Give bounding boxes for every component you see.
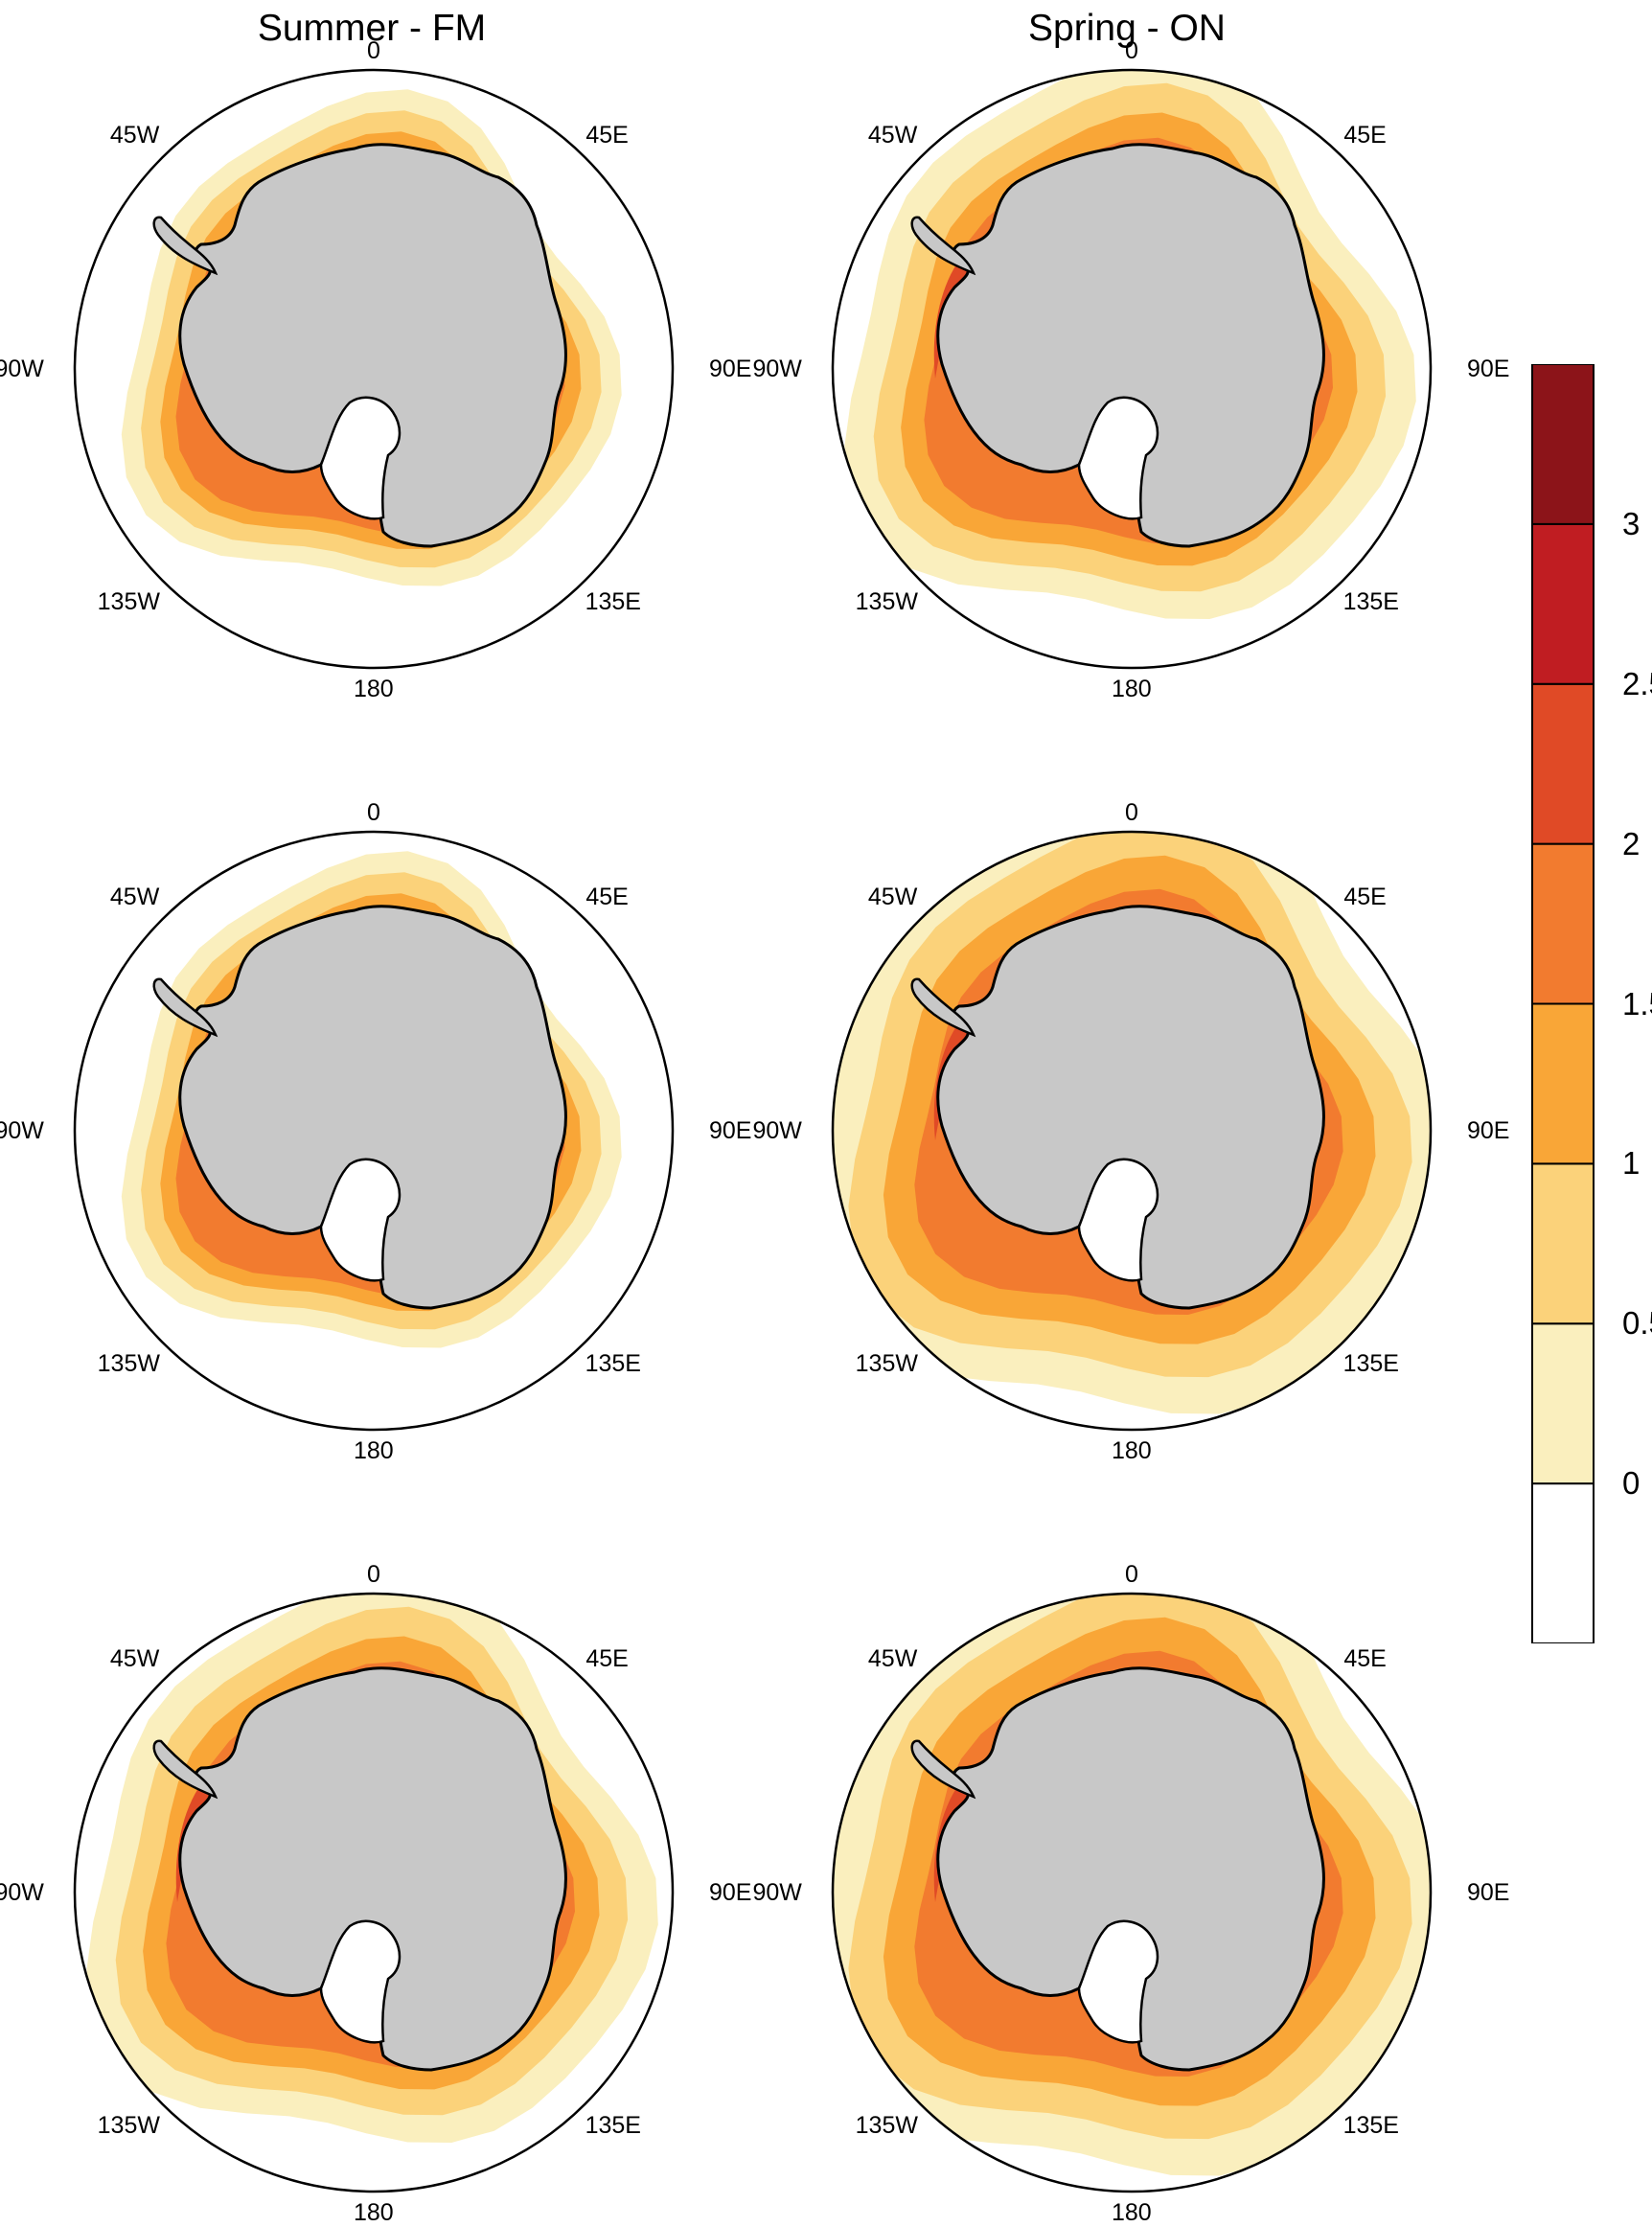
ross-ice-shelf [1077,396,1159,520]
compass-label-sw: 135W [97,587,160,615]
compass-label-sw: 135W [855,587,918,615]
compass-label-n: 0 [1125,1560,1138,1588]
antarctic-peninsula [152,1739,218,1800]
compass-label-nw: 45W [867,1645,918,1673]
colorbar-tick-label: 1.5 [1622,985,1652,1022]
compass-label-se: 135E [585,587,641,615]
ross-ice-shelf [319,396,402,520]
compass-label-w: 90W [0,1878,44,1906]
colorbar-tick-label: 2.5 [1622,665,1652,701]
antarctica-landmass [936,1666,1325,2072]
polar-map-summer-3 [73,1592,675,2193]
ross-ice-shelf [1077,1919,1159,2044]
compass-label-se: 135E [1342,1349,1399,1377]
compass-label-w: 90W [752,1116,802,1144]
compass-label-e: 90E [709,1116,752,1144]
ross-ice-shelf [319,1158,402,1282]
colorbar [1531,364,1595,1643]
compass-label-nw: 45W [109,122,160,149]
compass-label-s: 180 [354,1436,394,1464]
ross-ice-shelf [319,1919,402,2044]
polar-map-spring-2 [831,830,1433,1432]
colorbar-swatch-3 [1531,1002,1595,1165]
antarctic-peninsula [910,1739,976,1800]
column-title-summer: Summer - FM [257,8,487,49]
compass-label-e: 90E [1467,1116,1510,1144]
compass-label-s: 180 [354,2198,394,2226]
colorbar-tick-label: 2 [1622,825,1641,861]
colorbar-swatch-2 [1531,1162,1595,1325]
compass-label-nw: 45W [109,884,160,911]
polar-map-summer-2 [73,830,675,1432]
map-boundary-circle [73,830,675,1432]
compass-label-sw: 135W [97,2111,160,2139]
antarctic-peninsula [152,216,218,276]
compass-label-w: 90W [0,355,44,382]
compass-label-s: 180 [354,675,394,702]
antarctica-landmass [936,143,1325,548]
compass-label-se: 135E [585,2111,641,2139]
map-boundary-circle [831,68,1433,670]
antarctic-peninsula [910,216,976,276]
compass-label-e: 90E [709,355,752,382]
colorbar-swatch-4 [1531,842,1595,1005]
compass-label-se: 135E [585,1349,641,1377]
colorbar-swatch-1 [1531,1322,1595,1485]
compass-label-w: 90W [0,1116,44,1144]
colorbar-swatch-5 [1531,682,1595,845]
map-boundary-circle [73,68,675,670]
colorbar-tick-label: 3 [1622,505,1641,541]
compass-label-n: 0 [1125,798,1138,826]
antarctica-landmass [178,1666,567,2072]
compass-label-e: 90E [1467,355,1510,382]
compass-label-n: 0 [367,36,380,64]
colorbar-tick-label: 0.5 [1622,1305,1652,1342]
compass-label-sw: 135W [97,1349,160,1377]
compass-label-n: 0 [367,1560,380,1588]
antarctic-peninsula [152,977,218,1038]
compass-label-sw: 135W [855,2111,918,2139]
compass-label-nw: 45W [867,884,918,911]
compass-label-n: 0 [1125,36,1138,64]
colorbar-swatch-0 [1531,1482,1595,1643]
compass-label-ne: 45E [1343,122,1387,149]
map-boundary-circle [831,830,1433,1432]
polar-map-summer-1 [73,68,675,670]
compass-label-e: 90E [709,1878,752,1906]
antarctica-landmass [178,143,567,548]
compass-label-ne: 45E [585,884,629,911]
column-title-spring: Spring - ON [1028,8,1226,49]
compass-label-sw: 135W [855,1349,918,1377]
colorbar-swatch-7 [1531,364,1595,525]
compass-label-n: 0 [367,798,380,826]
compass-label-e: 90E [1467,1878,1510,1906]
compass-label-ne: 45E [585,1645,629,1673]
polar-map-spring-3 [831,1592,1433,2193]
compass-label-se: 135E [1342,587,1399,615]
antarctic-peninsula [910,977,976,1038]
colorbar-tick-label: 1 [1622,1145,1641,1182]
compass-label-w: 90W [752,355,802,382]
compass-label-ne: 45E [1343,884,1387,911]
compass-label-s: 180 [1112,675,1152,702]
compass-label-ne: 45E [585,122,629,149]
antarctica-landmass [936,905,1325,1310]
compass-label-ne: 45E [1343,1645,1387,1673]
polar-map-spring-1 [831,68,1433,670]
compass-label-se: 135E [1342,2111,1399,2139]
ross-ice-shelf [1077,1158,1159,1282]
compass-label-s: 180 [1112,2198,1152,2226]
compass-label-s: 180 [1112,1436,1152,1464]
colorbar-tick-label: 0 [1622,1465,1641,1502]
colorbar-swatch-6 [1531,522,1595,685]
antarctica-landmass [178,905,567,1310]
compass-label-nw: 45W [867,122,918,149]
compass-label-w: 90W [752,1878,802,1906]
compass-label-nw: 45W [109,1645,160,1673]
